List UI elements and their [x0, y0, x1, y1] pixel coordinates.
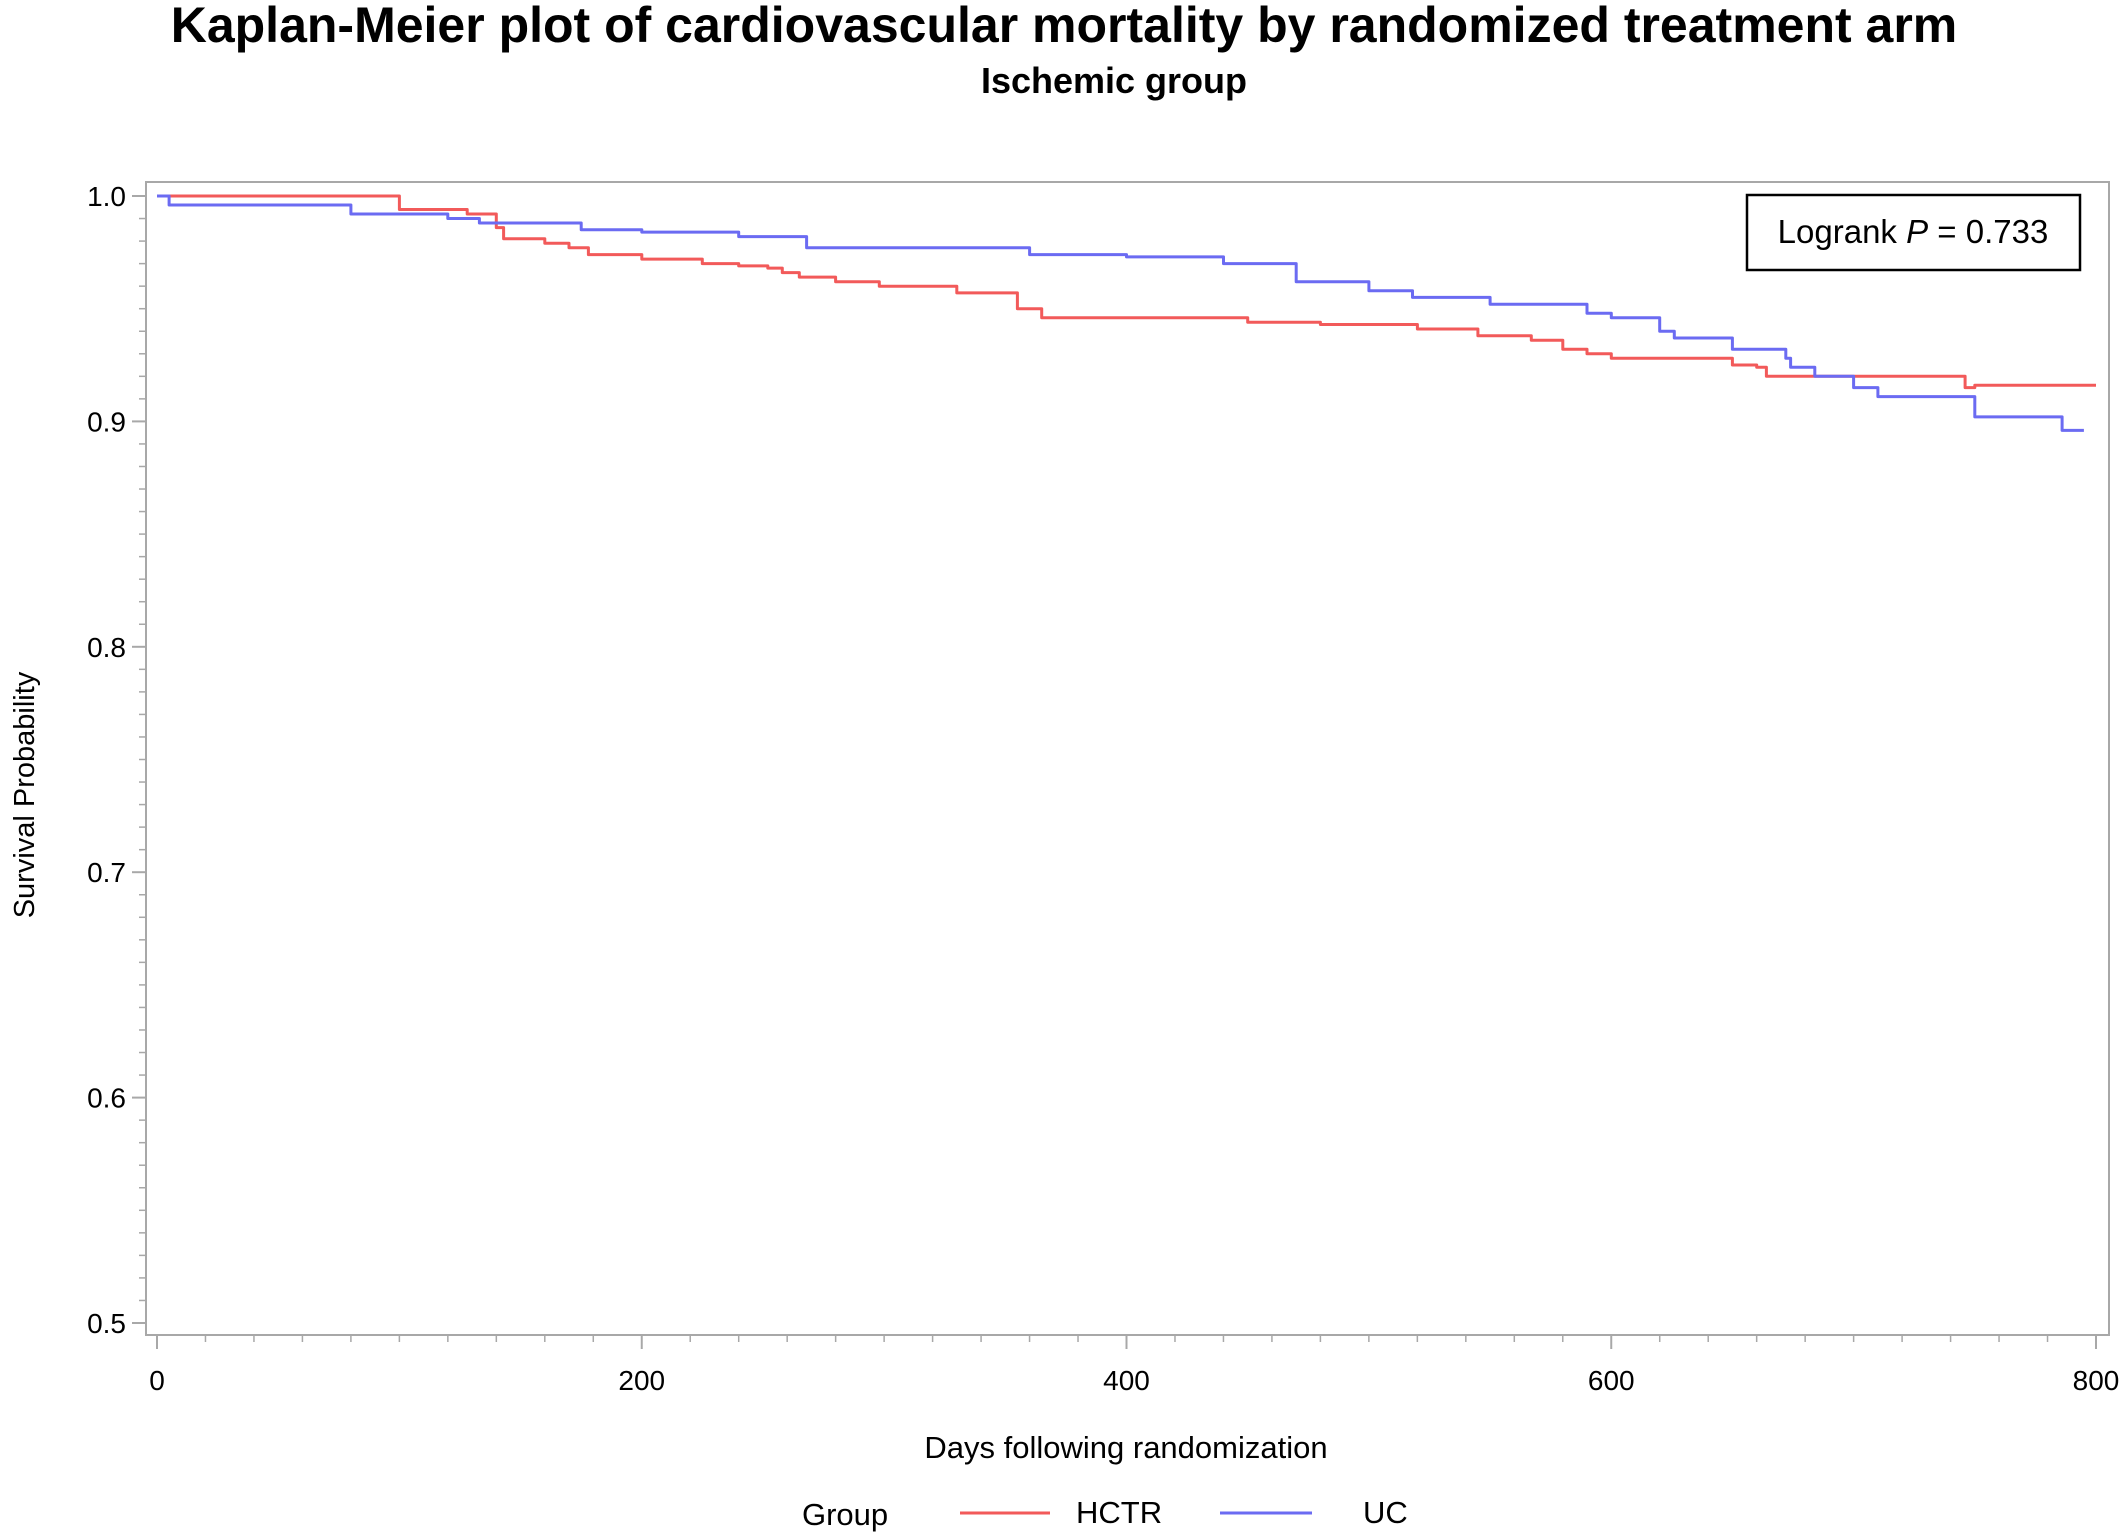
legend: Group HCTR UC	[802, 1495, 1408, 1532]
y-axis: 0.5 0.6 0.7 0.8 0.9 1.0	[87, 181, 146, 1339]
series-layer	[157, 194, 2096, 432]
series-line-uc	[157, 194, 2084, 432]
series-line-hctr	[157, 194, 2096, 390]
y-tick-label: 1.0	[87, 181, 126, 212]
plot-area-frame	[145, 181, 2110, 1336]
logrank-p: P	[1906, 213, 1928, 250]
x-tick-label: 600	[1588, 1365, 1635, 1396]
logrank-box	[1745, 193, 2082, 272]
x-axis-label: Days following randomization	[924, 1430, 1327, 1465]
x-tick-label: 0	[149, 1365, 165, 1396]
x-tick-label: 200	[618, 1365, 665, 1396]
y-tick-label: 0.6	[87, 1083, 126, 1114]
legend-title: Group	[802, 1497, 888, 1532]
logrank-prefix: Logrank	[1778, 213, 1906, 250]
y-tick-label: 0.5	[87, 1308, 126, 1339]
y-tick-label: 0.8	[87, 632, 126, 663]
legend-label-uc: UC	[1363, 1495, 1408, 1530]
y-axis-label: Survival Probability	[9, 671, 41, 918]
logrank-annotation: Logrank P = 0.733	[1745, 193, 2082, 272]
chart-subtitle: Ischemic group	[981, 60, 1247, 101]
x-tick-label: 800	[2073, 1365, 2120, 1396]
x-tick-label: 400	[1103, 1365, 1150, 1396]
chart-title: Kaplan-Meier plot of cardiovascular mort…	[171, 0, 1958, 53]
logrank-value: = 0.733	[1928, 213, 2048, 250]
legend-label-hctr: HCTR	[1076, 1495, 1162, 1530]
y-tick-label: 0.9	[87, 406, 126, 437]
logrank-text: Logrank P = 0.733	[1778, 213, 2049, 250]
y-tick-label: 0.7	[87, 857, 126, 888]
x-axis: 0 200 400 600 800	[149, 1335, 2119, 1396]
